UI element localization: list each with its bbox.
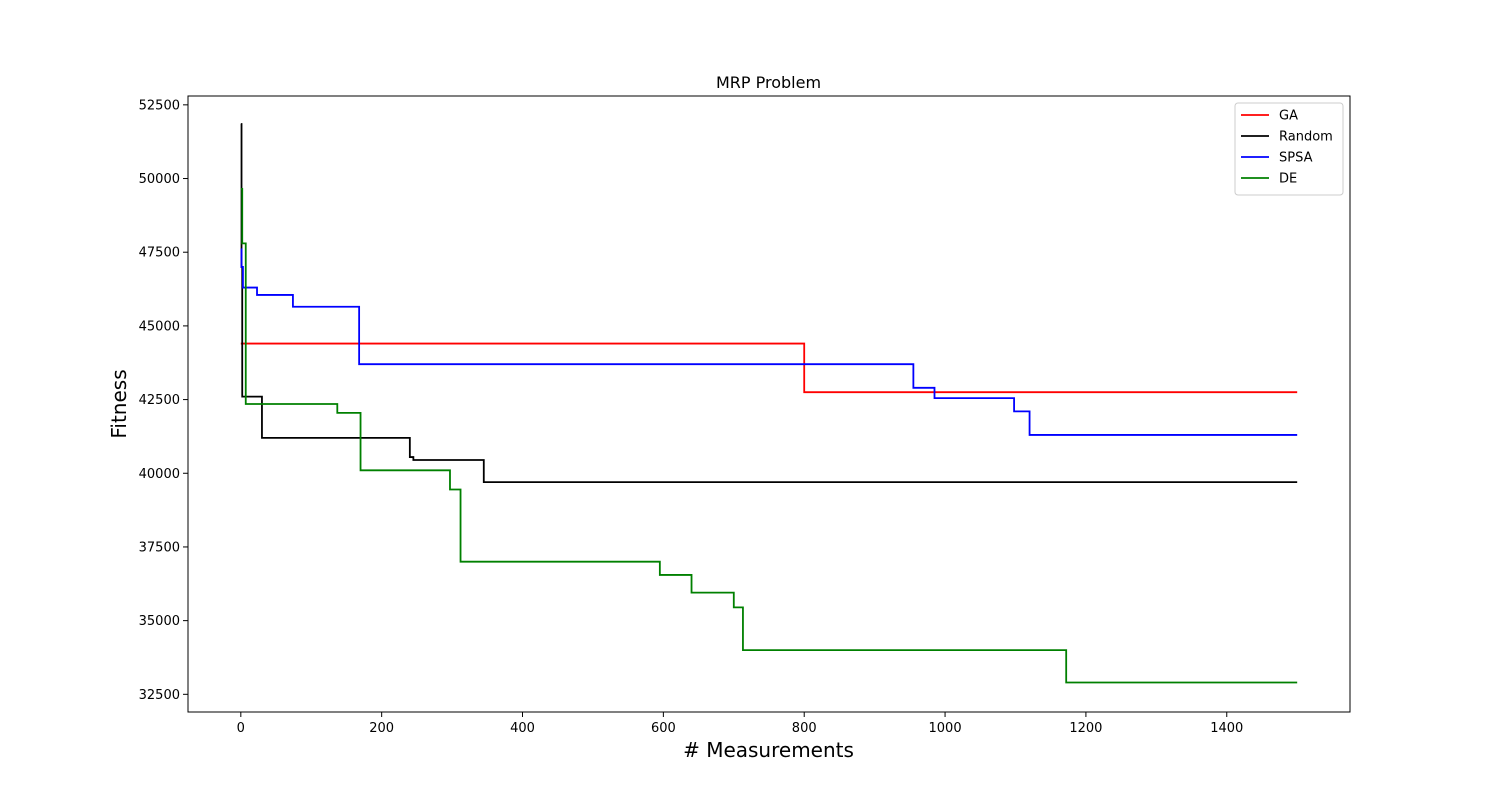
series-line-de bbox=[240, 187, 1298, 684]
x-tick-label: 1200 bbox=[1069, 721, 1102, 736]
x-tick-label: 600 bbox=[651, 721, 676, 736]
x-axis-title: # Measurements bbox=[683, 738, 854, 762]
x-tick-label: 0 bbox=[237, 721, 245, 736]
plot-lines bbox=[240, 123, 1298, 684]
y-tick-label: 42500 bbox=[139, 393, 180, 408]
y-tick-label: 52500 bbox=[139, 98, 180, 113]
legend-label-ga: GA bbox=[1279, 109, 1298, 124]
x-axis: 0 200 400 600 800 1000 1200 1400 bbox=[237, 712, 1243, 736]
y-tick-label: 32500 bbox=[139, 688, 180, 703]
y-tick-label: 35000 bbox=[139, 614, 180, 629]
x-tick-label: 400 bbox=[510, 721, 535, 736]
legend-label-spsa: SPSA bbox=[1279, 151, 1313, 166]
y-tick-label: 40000 bbox=[139, 467, 180, 482]
y-axis-title: Fitness bbox=[107, 369, 131, 438]
x-tick-label: 800 bbox=[792, 721, 817, 736]
plot-frame bbox=[187, 95, 1351, 713]
y-tick-label: 47500 bbox=[139, 246, 180, 261]
legend-box bbox=[1234, 102, 1344, 196]
legend-label-de: DE bbox=[1279, 172, 1297, 187]
series-line-ga bbox=[240, 342, 1298, 394]
chart-title: MRP Problem bbox=[716, 73, 821, 92]
legend: GA Random SPSA DE bbox=[1234, 102, 1344, 196]
y-tick-label: 50000 bbox=[139, 172, 180, 187]
y-tick-label: 45000 bbox=[139, 319, 180, 334]
y-axis: 32500 35000 37500 40000 42500 45000 47500 50000… bbox=[139, 98, 188, 703]
x-tick-label: 200 bbox=[369, 721, 394, 736]
legend-label-random: Random bbox=[1279, 130, 1333, 145]
x-tick-label: 1000 bbox=[929, 721, 962, 736]
series-line-spsa bbox=[240, 248, 1298, 436]
y-tick-label: 37500 bbox=[139, 540, 180, 555]
x-tick-label: 1400 bbox=[1210, 721, 1243, 736]
series-line-random bbox=[240, 123, 1298, 484]
